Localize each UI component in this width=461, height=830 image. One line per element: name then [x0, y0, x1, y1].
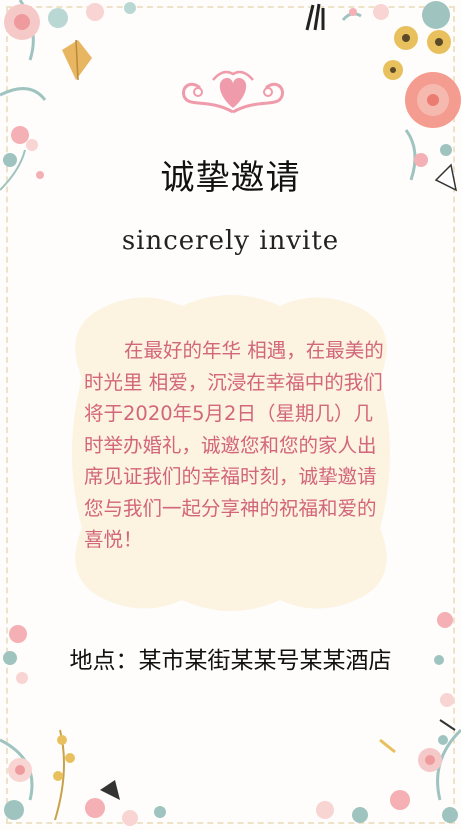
floral-corner-top-left-icon	[0, 0, 136, 191]
floral-corner-bottom-left-icon	[0, 729, 166, 826]
event-location: 地点：某市某街某某号某某酒店	[69, 648, 392, 674]
invitation-title: 诚挚邀请	[160, 158, 301, 198]
invitation-message: 在最好的年华 相遇，在最美的时光里 相爱，沉浸在幸福中的我们将于2020年5月2…	[84, 339, 384, 551]
heart-ornament-icon	[182, 70, 284, 114]
message-plaque	[72, 295, 390, 611]
floral-left-middle-icon	[3, 625, 28, 684]
floral-right-middle-icon	[434, 612, 454, 745]
invitation-subtitle: sincerely invite	[121, 226, 340, 256]
floral-corner-bottom-right-icon	[316, 719, 461, 823]
leaf-sprig-top-icon	[305, 3, 362, 31]
floral-corner-top-right-icon	[373, 1, 461, 192]
